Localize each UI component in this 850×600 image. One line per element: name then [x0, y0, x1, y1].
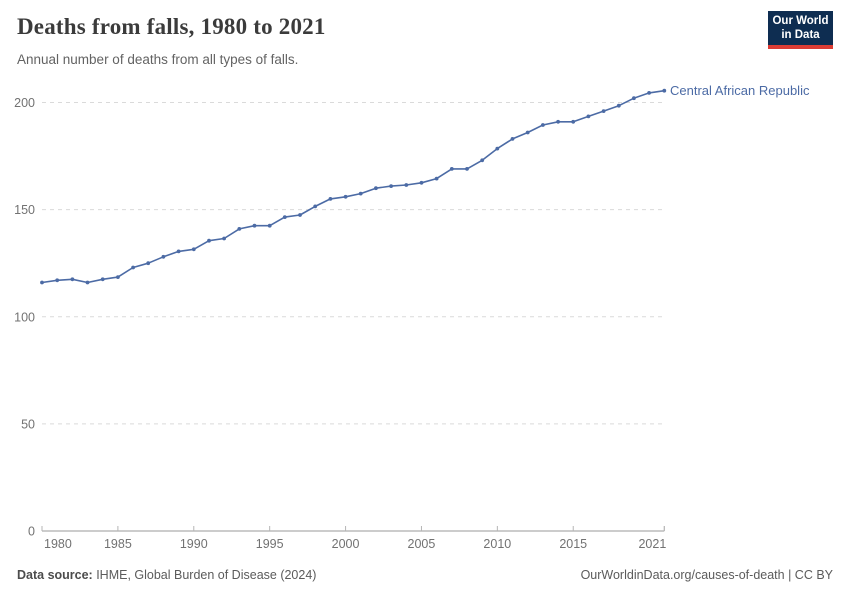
chart-subtitle: Annual number of deaths from all types o…: [17, 52, 299, 67]
data-point-marker: [252, 223, 257, 228]
y-axis-tick-label: 100: [14, 310, 35, 324]
data-point-marker: [404, 183, 409, 187]
data-point-marker: [131, 265, 136, 270]
owid-logo-line2: in Data: [781, 28, 820, 41]
data-point-marker: [191, 247, 196, 252]
chart-footer: Data source: IHME, Global Burden of Dise…: [17, 568, 833, 582]
data-source-label: Data source:: [17, 568, 93, 582]
data-point-marker: [146, 261, 151, 266]
data-source-text: IHME, Global Burden of Disease (2024): [92, 568, 317, 582]
data-point-marker: [116, 275, 120, 279]
line-chart: 0 50 100 150 200 1980 1985 1990 1995 2000 2005 2010…: [14, 88, 667, 551]
data-point-marker: [328, 197, 333, 201]
data-point-marker: [237, 227, 242, 231]
data-point-marker: [207, 238, 211, 243]
owid-logo-accent-bar: [768, 45, 833, 49]
data-point-marker: [480, 158, 485, 163]
y-axis-tick-label: 200: [14, 96, 35, 110]
data-point-marker: [616, 103, 621, 108]
x-axis-tick-label: 1990: [180, 537, 208, 551]
data-point-marker: [282, 215, 287, 220]
data-point-marker: [510, 137, 515, 141]
x-axis-tick-label: 2021: [638, 537, 666, 551]
data-point-marker: [556, 119, 560, 124]
data-point-marker: [267, 223, 272, 228]
data-point-marker: [374, 186, 378, 191]
data-point-marker: [343, 194, 348, 199]
data-point-marker: [647, 91, 651, 95]
y-axis-tick-label: 50: [21, 417, 35, 431]
x-axis-tick-label: 2010: [483, 537, 511, 551]
data-point-marker: [465, 167, 469, 171]
data-point-marker: [449, 167, 454, 171]
license-credit: OurWorldinData.org/causes-of-death | CC …: [580, 568, 833, 582]
page-title: Deaths from falls, 1980 to 2021: [17, 14, 326, 39]
data-point-marker: [176, 249, 181, 254]
data-point-marker: [525, 130, 530, 135]
data-point-marker: [495, 146, 500, 151]
data-point-marker: [662, 88, 667, 93]
data-point-marker: [358, 191, 363, 196]
data-source-note: Data source: IHME, Global Burden of Dise…: [17, 568, 316, 582]
data-point-marker: [298, 213, 302, 217]
data-point-marker: [541, 123, 545, 127]
y-axis-tick-label: 150: [14, 203, 35, 217]
data-point-marker: [100, 277, 105, 282]
data-point-marker: [85, 280, 90, 285]
x-axis-tick-label: 1985: [104, 537, 132, 551]
owid-logo-line1: Our World: [772, 15, 829, 27]
data-point-marker: [40, 280, 44, 285]
data-point-marker: [222, 236, 227, 241]
x-axis-tick-label: 2005: [408, 537, 436, 551]
y-axis-tick-label: 0: [28, 525, 35, 539]
series-line: [41, 89, 665, 284]
owid-logo: Our World in Data: [768, 11, 833, 49]
data-point-marker: [571, 119, 576, 124]
x-axis-tick-label: 2015: [559, 537, 587, 551]
x-axis-tick-label: 1980: [44, 537, 72, 551]
data-point-marker: [161, 254, 166, 259]
series-end-label: Central African Republic: [670, 82, 810, 98]
x-axis-tick-label: 1995: [256, 537, 284, 551]
data-point-marker: [632, 96, 636, 101]
owid-logo-text: Our World in Data: [768, 11, 833, 45]
data-point-marker: [55, 278, 60, 283]
data-point-marker: [389, 184, 393, 188]
data-point-marker: [313, 204, 318, 209]
x-axis-tick-label: 2000: [332, 537, 360, 551]
data-point-marker: [434, 176, 439, 181]
data-point-marker: [601, 109, 606, 113]
data-point-marker: [70, 277, 75, 282]
data-point-marker: [419, 180, 424, 185]
data-point-marker: [586, 114, 591, 119]
